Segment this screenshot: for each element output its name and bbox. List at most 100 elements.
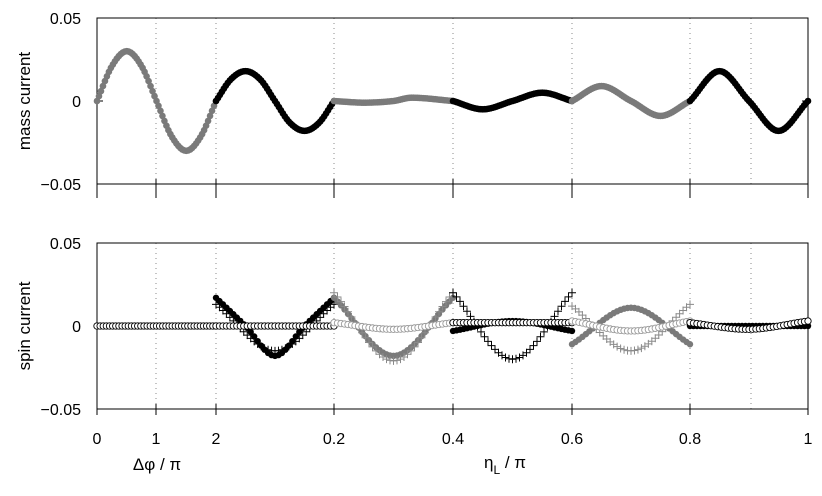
spin-current-point [347,312,356,321]
spin-current-point [257,342,266,351]
xtick-label: 2 [212,431,221,448]
spin-current-point [491,345,499,354]
mass-current-point [99,82,107,90]
axes-layer [96,17,809,415]
spin-current-point [435,307,443,316]
spin-current-point [407,346,415,355]
spin-current-point [487,341,496,350]
xlabel-right-tail: / π [500,453,526,472]
labels-layer: mass current spin current 0.05 0 −0.05 0… [15,11,813,477]
spin-current-point [616,344,625,353]
spin-current-point [361,333,370,342]
spin-current-point [522,348,531,357]
spin-current-point [463,307,471,316]
spin-current-point [449,288,457,297]
spin-current-point [431,312,440,321]
spin-current-point [459,302,468,311]
spin-current-point [686,300,694,309]
spin-current-point [319,309,328,318]
spin-current-point [295,334,304,343]
spin-current-point [554,307,562,316]
spin-current-point [484,337,492,346]
spin-current-point [277,345,286,354]
xlabel-left: Δφ / π [133,455,181,474]
xtick-label: 0 [93,431,102,448]
spin-current-point [449,294,457,301]
spin-current-point [533,337,541,346]
xlabel-right-main: η [484,453,493,472]
spin-current-point [247,328,254,336]
spin-current-point [316,313,325,322]
spin-current-point [243,331,252,340]
top-ytick-label: 0.05 [50,11,81,28]
spin-current-point [529,341,538,350]
spin-current-point [654,331,663,340]
spin-current-point [452,292,461,301]
spin-current-point [578,311,587,320]
spin-current-point [218,306,227,315]
spin-current-point [382,355,391,364]
spin-current-point [410,342,419,351]
spin-current-point [368,342,377,351]
top-ytick-label: 0 [72,94,81,111]
mass-current-point [155,102,162,110]
spin-current-point [365,338,373,347]
spin-current-point [501,353,510,362]
xtick-label: 1 [804,431,813,448]
spin-current-point [633,345,642,354]
spin-current-point [438,302,447,311]
spin-current-point [379,353,387,361]
spin-current-point [620,345,629,354]
mass-current-point [149,87,156,95]
mass-current-point [145,77,152,85]
spin-current-point [672,313,681,322]
xtick-label: 1 [152,431,161,448]
spin-current-point [557,302,566,311]
xlabel-right: ηL / π [484,453,526,477]
spin-current-point [675,309,684,318]
spin-current-point [613,342,622,351]
spin-current-point [337,297,345,306]
mass-current-point [157,107,164,115]
spin-current-point [651,334,660,343]
spin-current-point [568,288,576,297]
top-ylabel: mass current [15,52,34,151]
grid-layer [155,18,752,409]
mass-current-point [206,112,214,120]
xtick-label: 0.2 [323,431,345,448]
bottom-ytick-label: 0 [72,319,81,336]
spin-current-point [274,346,283,355]
spin-current-point [456,297,464,306]
spin-current-point [414,338,422,347]
spin-current-point [515,353,524,362]
marks-layer [93,47,812,365]
bottom-ytick-label: 0.05 [50,236,81,253]
mass-current-point [159,112,166,120]
spin-current-point [264,345,273,354]
spin-current-point [396,355,405,364]
spin-current-point [260,344,269,353]
spin-current-point [417,333,426,342]
spin-current-point [568,327,576,335]
spin-current-point [222,309,231,318]
mass-current-point [95,92,103,100]
spin-current-point [340,302,349,311]
mass-current-point [208,107,216,115]
spin-current-point [330,288,338,297]
xtick-label: 0.6 [561,431,583,448]
top-ytick-label: −0.05 [41,177,82,194]
spin-current-point [442,297,450,306]
spin-current-point [637,344,646,353]
mass-current-point [97,87,105,95]
spin-current-point [480,332,489,341]
mass-current-point [147,82,154,90]
spin-current-point [372,346,380,355]
spin-current-point [512,354,520,363]
spin-current-point [630,346,639,355]
xtick-label: 0.4 [442,431,464,448]
spin-current-point [477,327,485,336]
spin-current-point [281,344,290,353]
xtick-label: 0.8 [679,431,701,448]
